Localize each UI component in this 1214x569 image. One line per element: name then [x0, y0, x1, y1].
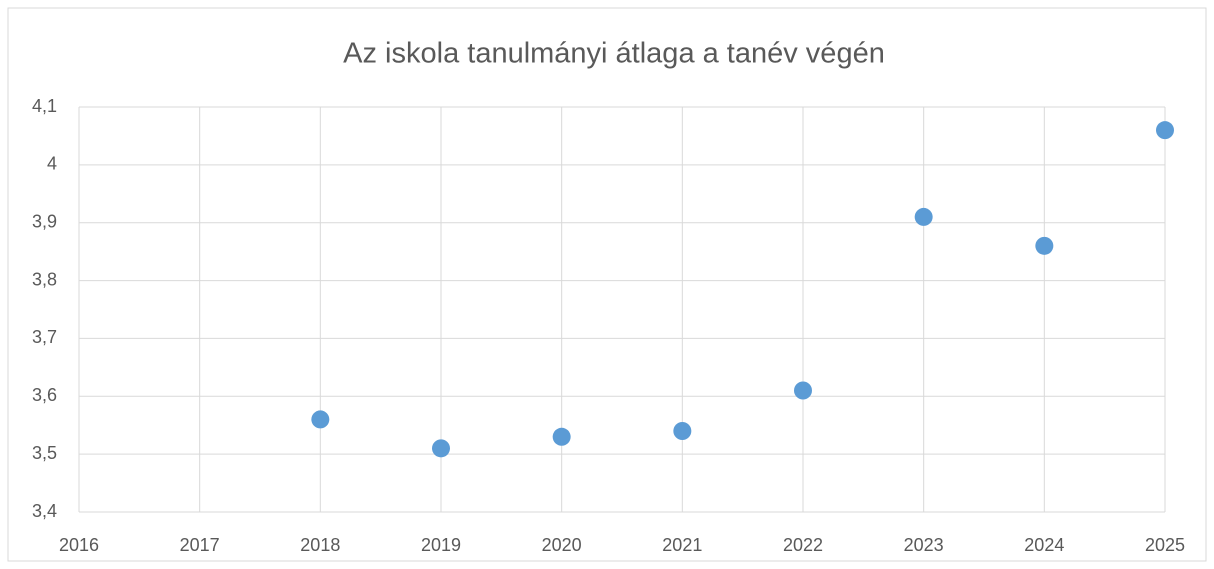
x-tick-label: 2016	[59, 535, 99, 555]
x-tick-label: 2024	[1024, 535, 1064, 555]
x-tick-label: 2018	[300, 535, 340, 555]
x-tick-label: 2017	[180, 535, 220, 555]
point	[673, 422, 692, 440]
x-tick-label: 2020	[542, 535, 582, 555]
x-tick-label: 2021	[662, 535, 702, 555]
point	[552, 427, 571, 446]
y-tick-label: 3,7	[32, 327, 57, 347]
point	[432, 439, 450, 458]
y-tick-label: 3,9	[32, 211, 57, 231]
x-tick-label: 2022	[783, 535, 823, 555]
y-tick-label: 3,6	[32, 385, 57, 405]
x-tick-label: 2023	[904, 535, 944, 555]
x-tick-label: 2019	[421, 535, 461, 555]
point	[1156, 121, 1174, 140]
point	[1035, 236, 1054, 255]
y-tick-label: 4,1	[32, 96, 57, 116]
y-tick-label: 3,4	[32, 501, 57, 521]
y-tick-label: 4	[47, 154, 57, 174]
point	[794, 381, 812, 400]
chart-border	[7, 7, 1207, 562]
y-tick-label: 3,8	[32, 269, 57, 289]
x-tick-label: 2025	[1145, 535, 1185, 555]
point	[311, 410, 330, 429]
chart-title: Az iskola tanulmányi átlaga a tanév végé…	[343, 38, 885, 70]
y-tick-label: 3,5	[32, 443, 57, 463]
point	[914, 207, 933, 226]
